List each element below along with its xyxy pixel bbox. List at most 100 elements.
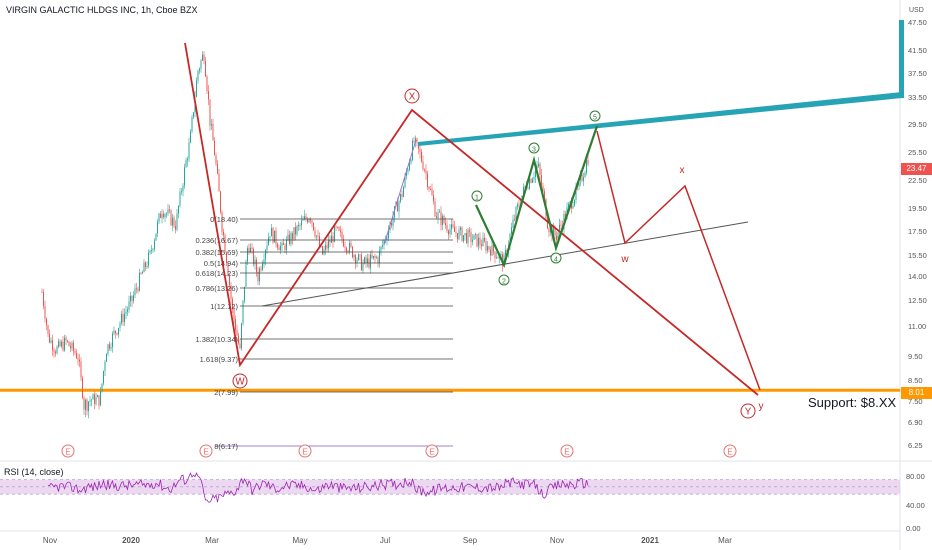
candle-body <box>62 341 64 351</box>
candle <box>316 235 317 241</box>
candle <box>188 137 190 163</box>
candle <box>374 253 376 264</box>
fib-level-label: 1.382(10.34) <box>195 335 238 344</box>
candle-body <box>314 230 316 237</box>
candle <box>464 232 466 241</box>
symbol-title[interactable]: VIRGIN GALACTIC HLDGS INC, 1h, Cboe BZX <box>6 5 198 15</box>
rsi-axis-tick: 80.00 <box>906 472 925 481</box>
x-axis-tick-label: May <box>292 536 307 545</box>
candle-body <box>568 203 569 208</box>
candle-body <box>382 244 383 247</box>
fib-level-label: 0.618(14.23) <box>195 269 238 278</box>
candle-body <box>218 173 220 192</box>
candle-body <box>439 211 440 213</box>
candle-body <box>217 163 218 174</box>
candle <box>76 348 77 360</box>
candle-body <box>532 179 533 183</box>
candle-body <box>191 116 193 132</box>
y-axis-tick-label: 33.50 <box>908 93 927 102</box>
candle <box>457 233 458 243</box>
candle <box>370 251 371 274</box>
candle-body <box>248 248 250 253</box>
candle-body <box>172 217 173 226</box>
candle <box>197 69 199 84</box>
candle-body <box>65 337 67 341</box>
earnings-marker-text: E <box>727 447 733 457</box>
candle-body <box>488 246 490 250</box>
candle-body <box>479 237 481 245</box>
candle <box>248 243 250 256</box>
candle-body <box>460 227 461 230</box>
candle <box>376 255 377 259</box>
candle-body <box>287 234 289 240</box>
candle-body <box>211 124 212 126</box>
x-axis-tick-label: Nov <box>43 536 57 545</box>
candle-body <box>214 140 215 156</box>
candle-body <box>227 263 229 276</box>
candle-body <box>224 235 226 253</box>
candle <box>100 387 101 407</box>
candle-body <box>289 234 290 244</box>
earnings-marker-text: E <box>203 447 209 457</box>
candle-body <box>41 292 43 293</box>
candle-body <box>199 68 200 71</box>
earnings-marker: E <box>199 444 213 458</box>
candle-body <box>569 201 571 204</box>
candle-body <box>455 231 457 234</box>
candle-body <box>296 226 298 235</box>
candle-body <box>583 177 584 181</box>
candle <box>377 255 379 268</box>
candle-body <box>560 224 562 226</box>
candle-body <box>434 201 436 217</box>
candle <box>175 220 176 234</box>
projection-line <box>383 139 417 246</box>
candle <box>155 233 157 241</box>
candle-body <box>206 76 208 92</box>
candle <box>274 230 275 243</box>
candle <box>583 172 584 187</box>
candle-body <box>127 309 128 312</box>
candle-body <box>533 176 535 180</box>
candle <box>241 322 242 351</box>
candle <box>379 246 380 268</box>
candle <box>154 238 155 252</box>
candle-body <box>110 347 112 349</box>
y-axis-tick-label: 9.50 <box>908 352 923 361</box>
candle-body <box>527 188 529 190</box>
candle <box>359 253 361 261</box>
candle-body <box>341 231 343 240</box>
candle-body <box>535 169 536 177</box>
wave-label-4-circle <box>550 252 562 264</box>
wave-label-X-text: X <box>409 92 416 103</box>
candle-body <box>139 272 140 291</box>
candle-body <box>268 237 269 246</box>
candle-body <box>167 209 169 214</box>
candle-body <box>572 205 574 209</box>
candle-body <box>406 172 407 177</box>
candle <box>527 186 529 190</box>
candle <box>260 265 262 273</box>
candle-body <box>179 191 181 206</box>
y-axis-tick-label: 29.50 <box>908 120 927 129</box>
candle <box>176 208 178 232</box>
candle-body <box>542 186 544 192</box>
candle-body <box>530 178 532 183</box>
candle-body <box>494 251 496 258</box>
candle <box>190 129 191 144</box>
candle-body <box>275 230 277 244</box>
candle <box>146 261 148 269</box>
candle <box>232 296 233 314</box>
candle-body <box>155 233 157 241</box>
earnings-marker-text: E <box>65 447 71 457</box>
candle <box>212 118 214 141</box>
candle-body <box>290 233 292 244</box>
candle <box>80 357 82 381</box>
rsi-indicator-label[interactable]: RSI (14, close) <box>4 467 64 477</box>
candle-body <box>161 213 163 218</box>
candle-body <box>203 54 205 62</box>
candle <box>251 243 253 255</box>
candle-body <box>305 216 307 220</box>
candle <box>487 240 488 254</box>
candle <box>223 228 224 242</box>
